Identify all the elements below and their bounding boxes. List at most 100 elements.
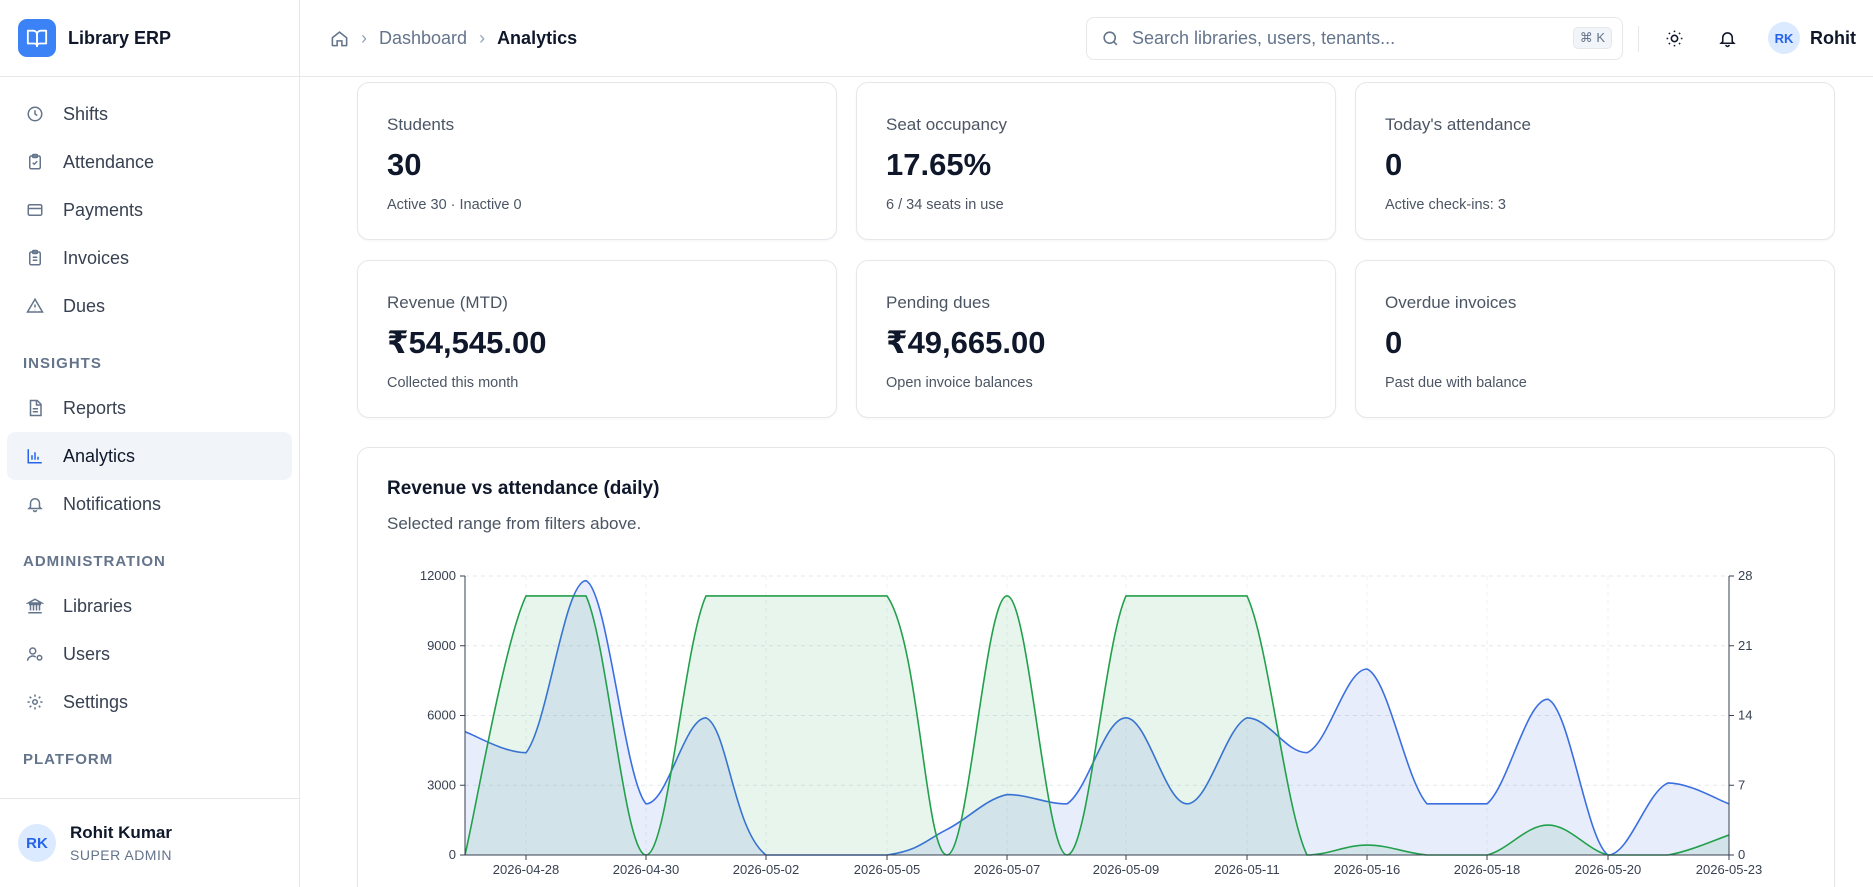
book-open-icon <box>18 19 56 57</box>
stat-card-todays-attendance: Today's attendance 0 Active check-ins: 3 <box>1355 82 1835 240</box>
sidebar-item-label: Notifications <box>63 493 162 514</box>
user-name: Rohit Kumar <box>70 823 172 842</box>
sidebar-item-attendance[interactable]: Attendance <box>7 138 292 186</box>
bell-icon <box>23 492 47 516</box>
search-icon <box>1101 29 1120 48</box>
stat-subtext: Active check-ins: 3 <box>1385 197 1506 213</box>
bar-chart-icon <box>23 444 47 468</box>
sidebar-item-reports[interactable]: Reports <box>7 384 292 432</box>
user-role: SUPER ADMIN <box>70 847 172 863</box>
breadcrumb: › Dashboard › Analytics <box>330 28 577 49</box>
stat-card-revenue-mtd: Revenue (MTD) ₹54,545.00 Collected this … <box>357 260 837 418</box>
file-text-icon <box>23 396 47 420</box>
stat-card-overdue-invoices: Overdue invoices 0 Past due with balance <box>1355 260 1835 418</box>
user-menu[interactable]: RK Rohit Kumar SUPER ADMIN <box>0 798 299 887</box>
sidebar-item-label: Dues <box>63 295 106 316</box>
y-left-tick-label: 0 <box>449 847 456 862</box>
sidebar-item-label: Libraries <box>63 595 133 616</box>
sidebar-item-analytics[interactable]: Analytics <box>7 432 292 480</box>
stat-subtext: Active 30 · Inactive 0 <box>387 197 522 213</box>
x-tick-label: 2026-04-28 <box>493 862 560 877</box>
stat-title: Seat occupancy <box>886 115 1007 134</box>
section-label-administration: ADMINISTRATION <box>23 553 166 570</box>
user-cog-icon <box>23 642 47 666</box>
stat-value: 0 <box>1385 325 1403 360</box>
x-tick-label: 2026-05-05 <box>854 862 921 877</box>
credit-card-icon <box>23 198 47 222</box>
stat-title: Overdue invoices <box>1385 293 1517 312</box>
alert-triangle-icon <box>23 294 47 318</box>
x-tick-label: 2026-05-20 <box>1575 862 1642 877</box>
clipboard-check-icon <box>23 150 47 174</box>
sidebar-item-label: Shifts <box>63 103 109 124</box>
search-box[interactable]: ⌘ K <box>1086 17 1623 60</box>
sidebar-item-users[interactable]: Users <box>7 630 292 678</box>
avatar: RK <box>18 824 56 862</box>
y-left-tick-label: 9000 <box>427 638 456 653</box>
sidebar-item-label: Analytics <box>63 445 136 466</box>
theme-toggle-button[interactable] <box>1660 24 1688 52</box>
sidebar-nav: Shifts Attendance Payments Invoices Dues… <box>0 77 299 780</box>
avatar: RK <box>1768 22 1800 54</box>
x-tick-label: 2026-05-09 <box>1093 862 1160 877</box>
sidebar-item-label: Settings <box>63 691 129 712</box>
x-tick-label: 2026-04-30 <box>613 862 680 877</box>
y-right-tick-label: 14 <box>1738 708 1752 723</box>
stat-subtext: Collected this month <box>387 375 519 391</box>
stat-value: 30 <box>387 147 422 182</box>
sidebar-item-shifts[interactable]: Shifts <box>7 90 292 138</box>
sun-icon <box>1665 29 1684 48</box>
x-tick-label: 2026-05-02 <box>733 862 800 877</box>
stat-value: ₹49,665.00 <box>886 325 1046 360</box>
stat-value: 0 <box>1385 147 1403 182</box>
home-icon[interactable] <box>330 29 349 48</box>
stat-title: Pending dues <box>886 293 990 312</box>
x-tick-label: 2026-05-11 <box>1214 862 1280 877</box>
landmark-icon <box>23 594 47 618</box>
sidebar: Library ERP Shifts Attendance Payments I… <box>0 0 300 887</box>
clipboard-list-icon <box>23 246 47 270</box>
revenue-attendance-chart[interactable]: 0 3000 6000 9000 12000 0 7 14 21 28 2026-04-28 2026… <box>358 448 1778 877</box>
sidebar-item-label: Payments <box>63 199 144 220</box>
top-bar: › Dashboard › Analytics ⌘ K RK Rohit <box>300 0 1873 77</box>
stat-subtext: Past due with balance <box>1385 375 1527 391</box>
chart-title: Revenue vs attendance (daily) <box>387 478 660 499</box>
sidebar-item-label: Reports <box>63 397 127 418</box>
gear-icon <box>23 690 47 714</box>
sidebar-item-settings[interactable]: Settings <box>7 678 292 726</box>
x-tick-label: 2026-05-16 <box>1334 862 1401 877</box>
header-user-name: Rohit <box>1810 27 1856 48</box>
sidebar-item-payments[interactable]: Payments <box>7 186 292 234</box>
stat-value: 17.65% <box>886 147 992 182</box>
stat-value: ₹54,545.00 <box>387 325 547 360</box>
header-divider <box>1638 26 1639 52</box>
stat-card-students: Students 30 Active 30 · Inactive 0 <box>357 82 837 240</box>
sidebar-item-invoices[interactable]: Invoices <box>7 234 292 282</box>
chart-subtitle: Selected range from filters above. <box>387 514 642 533</box>
stat-card-seat-occupancy: Seat occupancy 17.65% 6 / 34 seats in us… <box>856 82 1336 240</box>
y-left-tick-label: 3000 <box>427 777 456 792</box>
search-input[interactable] <box>1132 28 1552 49</box>
x-tick-label: 2026-05-23 <box>1696 862 1763 877</box>
app-name: Library ERP <box>68 27 172 48</box>
series-area-1 <box>465 595 1729 855</box>
sidebar-item-libraries[interactable]: Libraries <box>7 582 292 630</box>
notifications-button[interactable] <box>1713 24 1741 52</box>
sidebar-item-notifications[interactable]: Notifications <box>7 480 292 528</box>
sidebar-item-label: Attendance <box>63 151 155 172</box>
sidebar-item-label: Users <box>63 643 111 664</box>
header-user-menu[interactable]: RK Rohit <box>1768 22 1856 54</box>
breadcrumb-dashboard[interactable]: Dashboard <box>379 27 468 48</box>
section-label-platform: PLATFORM <box>23 751 114 768</box>
y-left-tick-label: 12000 <box>420 568 456 583</box>
series-line-0 <box>464 579 1730 856</box>
brand[interactable]: Library ERP <box>0 0 299 77</box>
y-right-tick-label: 0 <box>1738 847 1745 862</box>
y-right-tick-label: 28 <box>1738 568 1752 583</box>
x-tick-label: 2026-05-07 <box>974 862 1041 877</box>
y-right-tick-label: 21 <box>1738 638 1752 653</box>
stat-title: Today's attendance <box>1385 115 1531 134</box>
search-shortcut: ⌘ K <box>1572 27 1612 49</box>
sidebar-item-dues[interactable]: Dues <box>7 282 292 330</box>
clock-icon <box>23 102 47 126</box>
